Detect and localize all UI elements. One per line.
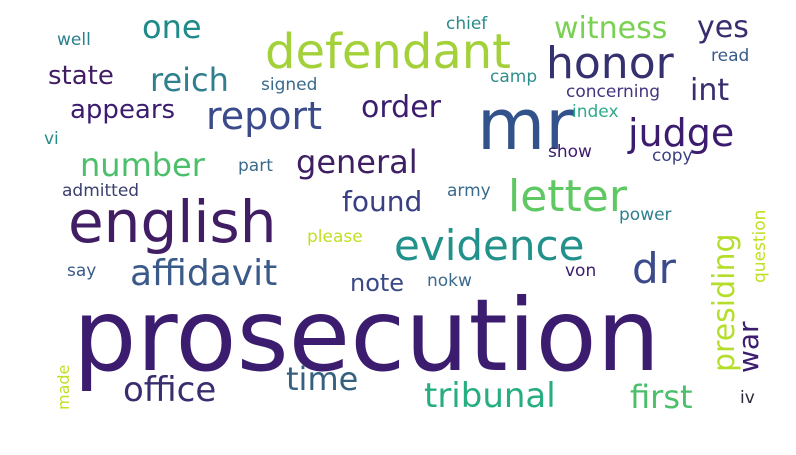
word-appears: appears [70, 95, 176, 125]
word-admitted: admitted [62, 181, 140, 201]
word-honor: honor [546, 38, 674, 89]
word-army: army [447, 181, 491, 201]
word-affidavit: affidavit [130, 253, 278, 294]
word-witness: witness [554, 11, 668, 46]
word-yes: yes [697, 10, 749, 45]
word-note: note [350, 269, 405, 297]
word-nokw: nokw [427, 271, 472, 291]
word-war: war [732, 321, 765, 373]
word-copy: copy [652, 146, 693, 166]
word-defendant: defendant [265, 24, 511, 80]
word-made: made [54, 364, 73, 410]
word-found: found [342, 185, 423, 218]
word-english: english [68, 188, 277, 256]
word-signed: signed [261, 75, 318, 95]
word-prosecution: prosecution [73, 277, 661, 394]
word-one: one [142, 8, 202, 46]
word-state: state [48, 61, 114, 91]
word-evidence: evidence [394, 221, 585, 270]
word-read: read [711, 46, 750, 66]
word-time: time [286, 360, 359, 398]
word-dr: dr [632, 244, 676, 293]
word-iv: iv [740, 388, 755, 408]
word-report: report [206, 94, 323, 138]
word-order: order [361, 90, 441, 125]
word-concerning: concerning [566, 82, 661, 102]
word-general: general [296, 143, 418, 181]
word-mr: mr [477, 84, 574, 166]
word-judge: judge [628, 111, 735, 155]
word-tribunal: tribunal [424, 376, 556, 416]
word-show: show [548, 142, 592, 162]
word-reich: reich [150, 61, 229, 99]
word-power: power [619, 205, 672, 225]
word-question: question [750, 209, 770, 283]
word-well: well [57, 30, 91, 50]
word-letter: letter [508, 171, 627, 222]
word-number: number [80, 146, 205, 184]
word-chief: chief [446, 14, 488, 34]
word-camp: camp [490, 67, 538, 87]
word-int: int [690, 73, 730, 108]
word-office: office [123, 370, 217, 410]
word-part: part [238, 156, 273, 176]
word-von: von [565, 261, 597, 281]
word-first: first [630, 378, 693, 416]
word-say: say [67, 261, 97, 281]
word-vi: vi [44, 129, 59, 149]
word-please: please [307, 227, 363, 247]
word-index: index [572, 102, 619, 122]
